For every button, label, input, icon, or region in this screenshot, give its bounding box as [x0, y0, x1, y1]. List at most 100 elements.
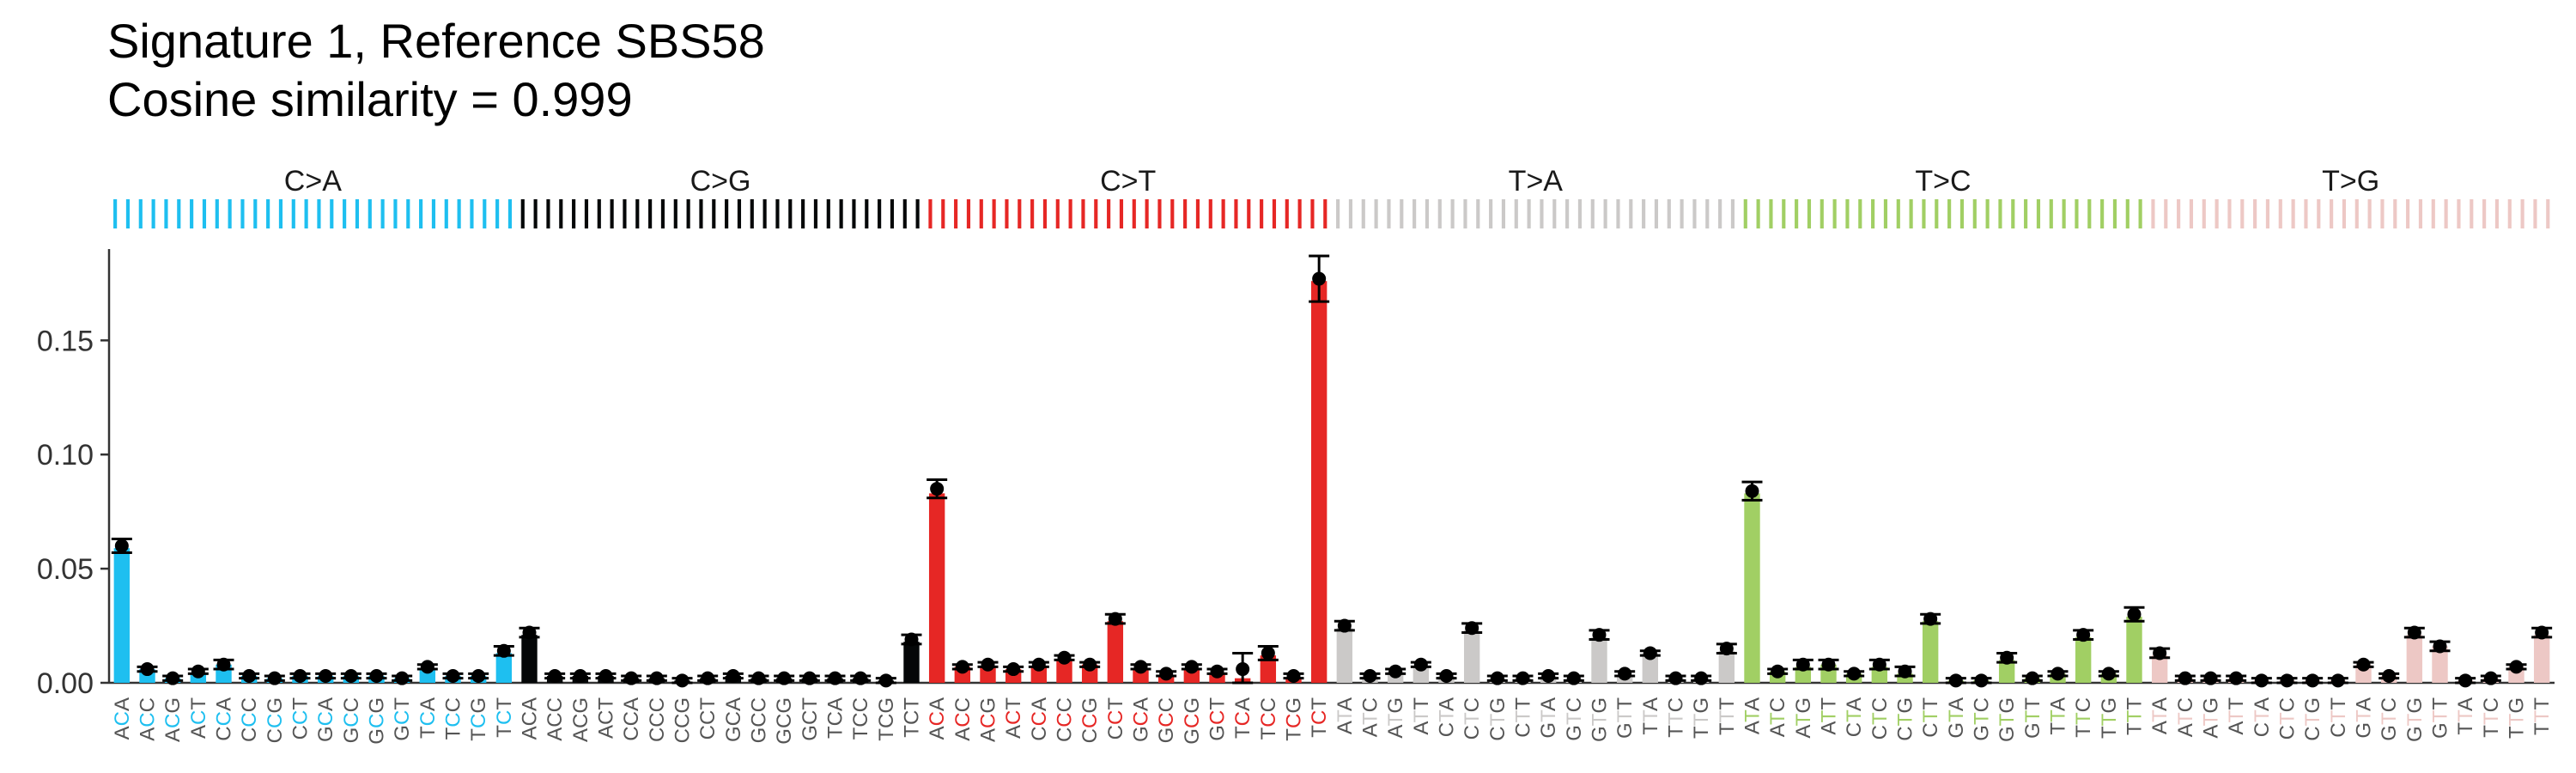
strip-tick: [623, 199, 627, 228]
x-tick-label: CCC: [238, 697, 261, 742]
bar: [1718, 650, 1735, 683]
data-point: [1312, 271, 1327, 286]
x-tick-label: CTT: [1919, 697, 1942, 738]
strip-tick: [1616, 199, 1620, 228]
strip-tick: [2330, 199, 2334, 228]
strip-tick: [2406, 199, 2410, 228]
strip-tick: [2075, 199, 2079, 228]
strip-tick: [1336, 199, 1340, 228]
x-tick-label: TTA: [1639, 697, 1662, 735]
x-tick-label: CTT: [2327, 697, 2350, 738]
x-tick-label: GTA: [2353, 697, 2376, 739]
chart-title: Signature 1, Reference SBS58: [107, 14, 765, 68]
x-tick-label: GCG: [773, 697, 796, 745]
strip-tick: [813, 199, 818, 228]
x-tick-label: TTG: [2098, 697, 2121, 739]
strip-tick: [253, 199, 258, 228]
strip-tick: [762, 199, 767, 228]
data-point: [166, 671, 180, 685]
x-tick-label: GTG: [1589, 697, 1612, 742]
x-tick-label: GCC: [1155, 697, 1178, 743]
data-point: [1541, 669, 1556, 684]
strip-tick: [737, 199, 742, 228]
data-point: [2153, 646, 2167, 660]
strip-tick: [2278, 199, 2282, 228]
strip-tick: [202, 199, 207, 228]
bar: [113, 548, 131, 683]
x-tick-label: ATC: [1359, 697, 1382, 737]
bar: [1413, 666, 1430, 683]
data-point: [1388, 664, 1403, 679]
strip-tick: [1782, 199, 1786, 228]
data-point: [522, 625, 537, 640]
data-point: [140, 662, 155, 677]
data-point: [2382, 669, 2397, 684]
x-tick-label: CCC: [646, 697, 669, 742]
data-point: [2330, 673, 2345, 688]
strip-tick: [801, 199, 805, 228]
data-point: [1057, 650, 1072, 665]
data-point: [2050, 666, 2065, 681]
x-tick-label: ATG: [1792, 697, 1815, 739]
x-tick-label: TTG: [1690, 697, 1713, 739]
strip-tick: [444, 199, 448, 228]
strip-tick: [1374, 199, 1378, 228]
data-point: [701, 671, 715, 685]
strip-tick: [597, 199, 601, 228]
bar: [2533, 635, 2550, 683]
strip-tick: [2470, 199, 2474, 228]
strip-tick: [2304, 199, 2308, 228]
strip-tick: [1667, 199, 1671, 228]
x-tick-label: GTC: [1563, 697, 1586, 741]
data-point: [1872, 657, 1886, 672]
data-point: [1108, 612, 1122, 626]
bar: [1336, 628, 1353, 683]
x-tick-label: TTG: [2506, 697, 2529, 739]
bar: [1260, 655, 1277, 683]
strip-tick: [1005, 199, 1009, 228]
strip-tick: [1577, 199, 1583, 228]
strip-tick: [2546, 199, 2550, 228]
bar: [1591, 636, 1607, 683]
x-tick-label: CTC: [1868, 697, 1892, 740]
strip-tick: [1845, 199, 1850, 228]
data-point: [191, 664, 205, 679]
strip-tick: [2520, 199, 2524, 228]
x-tick-label: GCT: [1206, 697, 1230, 741]
bar: [1133, 669, 1149, 683]
x-tick-label: GCT: [391, 697, 414, 741]
x-tick-label: TTT: [2530, 697, 2554, 735]
strip-tick: [1119, 199, 1124, 228]
strip-tick: [1985, 199, 1990, 228]
strip-tick: [660, 199, 665, 228]
data-point: [878, 673, 893, 688]
x-tick-label: GTG: [2403, 697, 2427, 742]
data-point: [854, 671, 868, 685]
x-tick-label: CTA: [1436, 697, 1459, 737]
strip-tick: [2189, 199, 2194, 228]
strip-tick: [610, 199, 614, 228]
data-point: [1771, 664, 1785, 679]
strip-tick: [1285, 199, 1289, 228]
data-point: [1413, 657, 1428, 672]
x-tick-label: TCC: [849, 697, 872, 740]
strip-tick: [1018, 199, 1022, 228]
strip-tick: [2062, 199, 2066, 228]
strip-tick: [1692, 199, 1697, 228]
x-tick-label: TCG: [875, 697, 898, 741]
x-tick-label: CTG: [1894, 697, 1917, 741]
strip-tick: [266, 199, 270, 228]
bar: [903, 642, 920, 683]
strip-tick: [572, 199, 576, 228]
strip-tick: [1272, 199, 1277, 228]
strip-tick: [380, 199, 385, 228]
bars: [113, 281, 2550, 683]
x-tick-label: CCG: [1078, 697, 1102, 743]
data-point: [802, 671, 817, 685]
strip-tick: [1959, 199, 1965, 228]
strip-tick: [1437, 199, 1442, 228]
bar: [1183, 669, 1200, 683]
strip-tick: [1883, 199, 1888, 228]
x-tick-label: TTT: [1716, 697, 1739, 735]
data-point: [1821, 657, 1836, 672]
